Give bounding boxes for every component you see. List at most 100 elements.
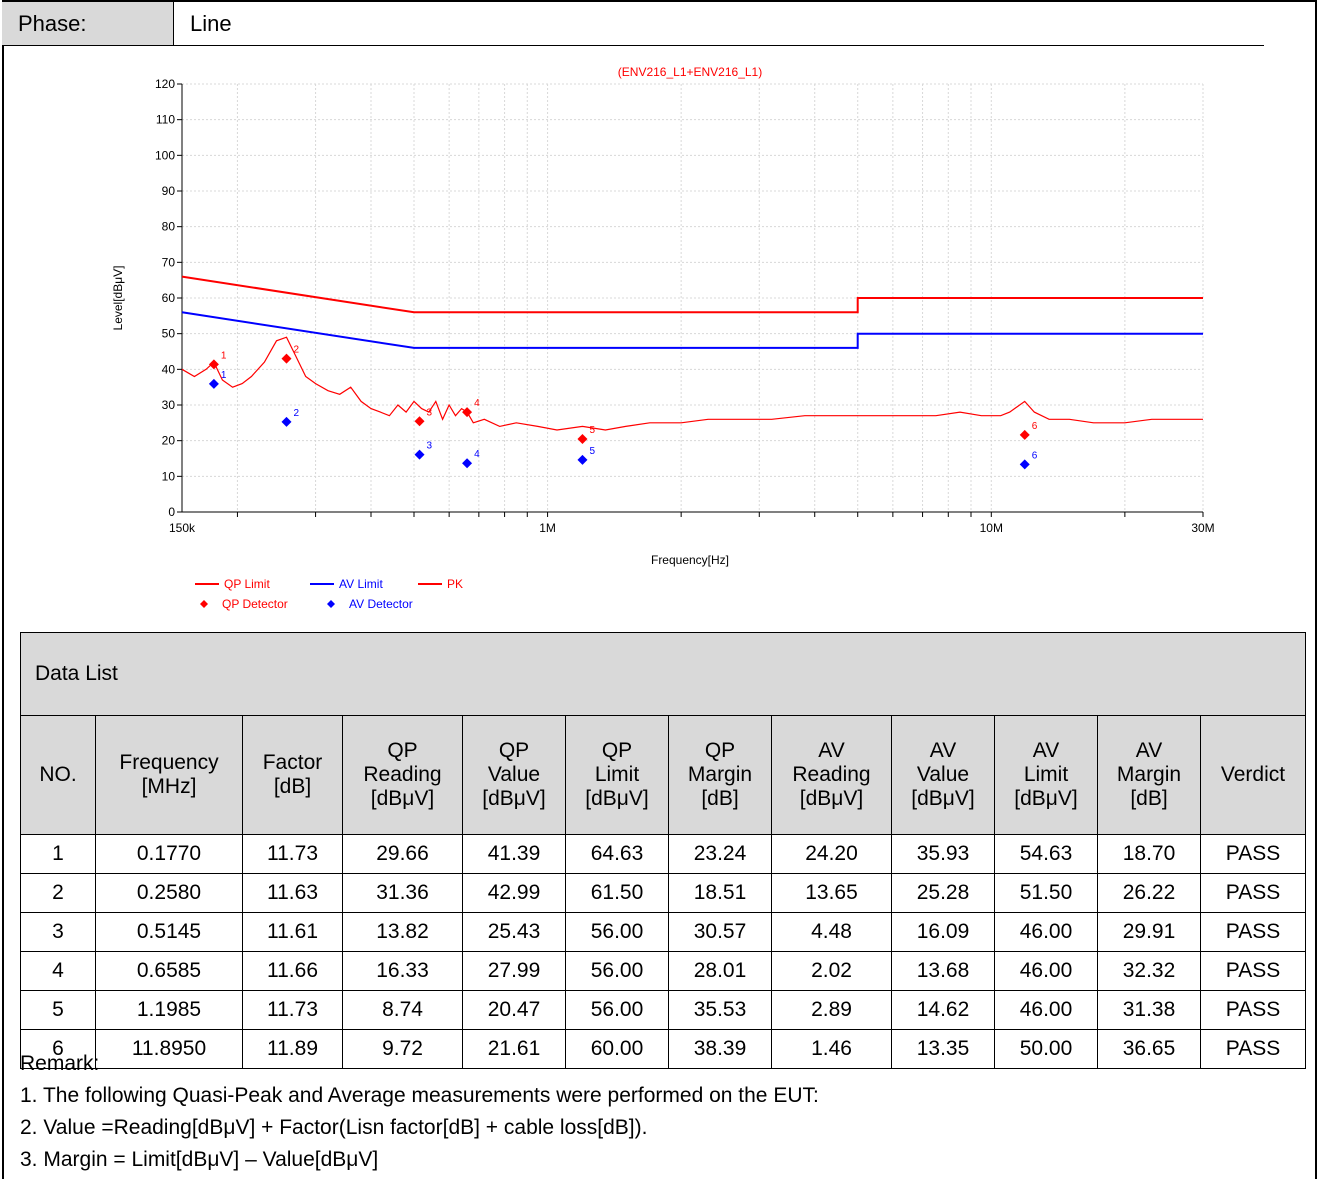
data-point-label: 5 xyxy=(589,446,595,457)
table-cell: 1.1985 xyxy=(95,990,243,1030)
column-header: QP Value [dBμV] xyxy=(462,715,566,835)
y-tick-label: 50 xyxy=(162,327,176,341)
table-cell: 18.70 xyxy=(1097,834,1201,874)
table-title-row: Data List xyxy=(20,632,1306,716)
table-cell: 51.50 xyxy=(994,873,1098,913)
table-cell: 23.24 xyxy=(668,834,772,874)
remark-line-1: 1. The following Quasi-Peak and Average … xyxy=(20,1084,819,1107)
column-header-line: [dB] xyxy=(701,787,739,810)
column-header: AV Margin [dB] xyxy=(1097,715,1201,835)
column-header-line: Margin xyxy=(1116,763,1182,786)
table-cell: 31.38 xyxy=(1097,990,1201,1030)
table-cell: 2 xyxy=(20,873,96,913)
table-cell: 16.33 xyxy=(342,951,463,991)
table-cell: 46.00 xyxy=(994,990,1098,1030)
emission-chart: (ENV216_L1+ENV216_L1) 0 10 20 30 40 50 60 70 80 9… xyxy=(111,65,1215,611)
table-cell: 0.2580 xyxy=(95,873,243,913)
column-header-line: [dBμV] xyxy=(1014,787,1078,810)
column-header-line: QP xyxy=(387,739,418,762)
column-header-line: [dB] xyxy=(273,775,312,798)
data-point-qp-detector xyxy=(577,433,588,444)
column-header: Factor [dB] xyxy=(242,715,343,835)
table-cell: PASS xyxy=(1200,834,1306,874)
table-cell: 14.62 xyxy=(891,990,995,1030)
phase-label: Phase: xyxy=(2,0,174,46)
data-point-label: 5 xyxy=(589,425,595,436)
remarks: Remark: 1. The following Quasi-Peak and … xyxy=(20,1048,819,1176)
column-header-line: QP xyxy=(601,739,633,762)
column-header-line: AV xyxy=(1032,739,1060,762)
table-cell: 29.91 xyxy=(1097,912,1201,952)
table-cell: 13.82 xyxy=(342,912,463,952)
table-cell: 25.43 xyxy=(462,912,566,952)
table-row: 3 0.5145 11.61 13.82 25.43 56.00 30.57 4.48 16.0… xyxy=(20,912,1306,952)
table-cell: 5 xyxy=(20,990,96,1030)
y-tick-label: 30 xyxy=(162,398,176,412)
data-point-label: 2 xyxy=(294,345,300,356)
legend-label: QP Limit xyxy=(224,577,270,591)
column-header: AV Limit [dBμV] xyxy=(994,715,1098,835)
table-cell: 11.66 xyxy=(242,951,343,991)
table-cell: 8.74 xyxy=(342,990,463,1030)
data-point-label: 4 xyxy=(474,449,480,460)
y-tick-label: 60 xyxy=(162,291,176,305)
y-tick-label: 70 xyxy=(162,255,176,269)
data-point-qp-detector xyxy=(1019,429,1030,440)
column-header-line: Frequency xyxy=(119,751,219,774)
table-cell: 1 xyxy=(20,834,96,874)
table-cell: 41.39 xyxy=(462,834,566,874)
column-header-line: AV xyxy=(929,739,957,762)
table-cell: 56.00 xyxy=(565,912,669,952)
table-cell: 25.28 xyxy=(891,873,995,913)
table-cell: 11.63 xyxy=(242,873,343,913)
table-cell: 35.53 xyxy=(668,990,772,1030)
data-point-label: 3 xyxy=(427,441,433,452)
table-body: 1 0.1770 11.73 29.66 41.39 64.63 23.24 24.20 35.… xyxy=(20,834,1306,1069)
table-cell: 6 xyxy=(20,1029,96,1069)
table-cell: 2.89 xyxy=(771,990,892,1030)
phase-value: Line xyxy=(174,0,1264,46)
y-tick-label: 10 xyxy=(162,469,176,483)
series-line-av-limit xyxy=(181,311,1203,349)
column-header-line: [dBμV] xyxy=(482,787,546,810)
table-cell: 1.46 xyxy=(771,1029,892,1069)
table-cell: 9.72 xyxy=(342,1029,463,1069)
table-cell: 11.89 xyxy=(242,1029,343,1069)
table-cell: PASS xyxy=(1200,951,1306,991)
column-header-line: Value xyxy=(487,763,541,786)
table-cell: 27.99 xyxy=(462,951,566,991)
table-cell: 29.66 xyxy=(342,834,463,874)
x-tick-label: 150k xyxy=(169,521,196,535)
table-cell: PASS xyxy=(1200,990,1306,1030)
y-tick-label: 40 xyxy=(162,362,176,376)
data-point-av-detector xyxy=(414,449,425,460)
legend-marker xyxy=(327,600,335,608)
table-cell: 30.57 xyxy=(668,912,772,952)
data-point-label: 1 xyxy=(221,350,227,361)
table-cell: 21.61 xyxy=(462,1029,566,1069)
data-point-av-detector xyxy=(281,416,292,427)
data-point-qp-detector xyxy=(281,353,292,364)
series-line-qp-limit xyxy=(181,275,1203,314)
y-tick-label: 90 xyxy=(162,184,176,198)
column-header-line: AV xyxy=(818,739,845,762)
table-cell: 61.50 xyxy=(565,873,669,913)
phase-gap xyxy=(1264,0,1317,44)
table-cell: 64.63 xyxy=(565,834,669,874)
column-header-line: Reading xyxy=(792,763,871,786)
table-header-row: NO. Frequency [MHz] Factor [dB] QP Reading [dBμ… xyxy=(20,715,1306,835)
chart-legend: QP Limit AV Limit PK QP Detector AV Detector xyxy=(195,577,463,611)
table-cell: 28.01 xyxy=(668,951,772,991)
column-header-line: [dBμV] xyxy=(370,787,435,810)
y-axis-title: Level[dBμV] xyxy=(111,266,125,331)
remarks-title: Remark: xyxy=(20,1052,100,1075)
legend-label: AV Detector xyxy=(349,597,413,611)
x-tick-label: 1M xyxy=(539,521,556,535)
table-cell: 0.1770 xyxy=(95,834,243,874)
table-cell: 4.48 xyxy=(771,912,892,952)
series-line-pk xyxy=(181,336,1203,431)
table-cell: 32.32 xyxy=(1097,951,1201,991)
column-header-line: [dBμV] xyxy=(911,787,975,810)
chart-axes: 0 10 20 30 40 50 60 70 80 90 100 110 120 150k 1M 10M 30M xyxy=(155,77,1215,535)
table-cell: 46.00 xyxy=(994,951,1098,991)
